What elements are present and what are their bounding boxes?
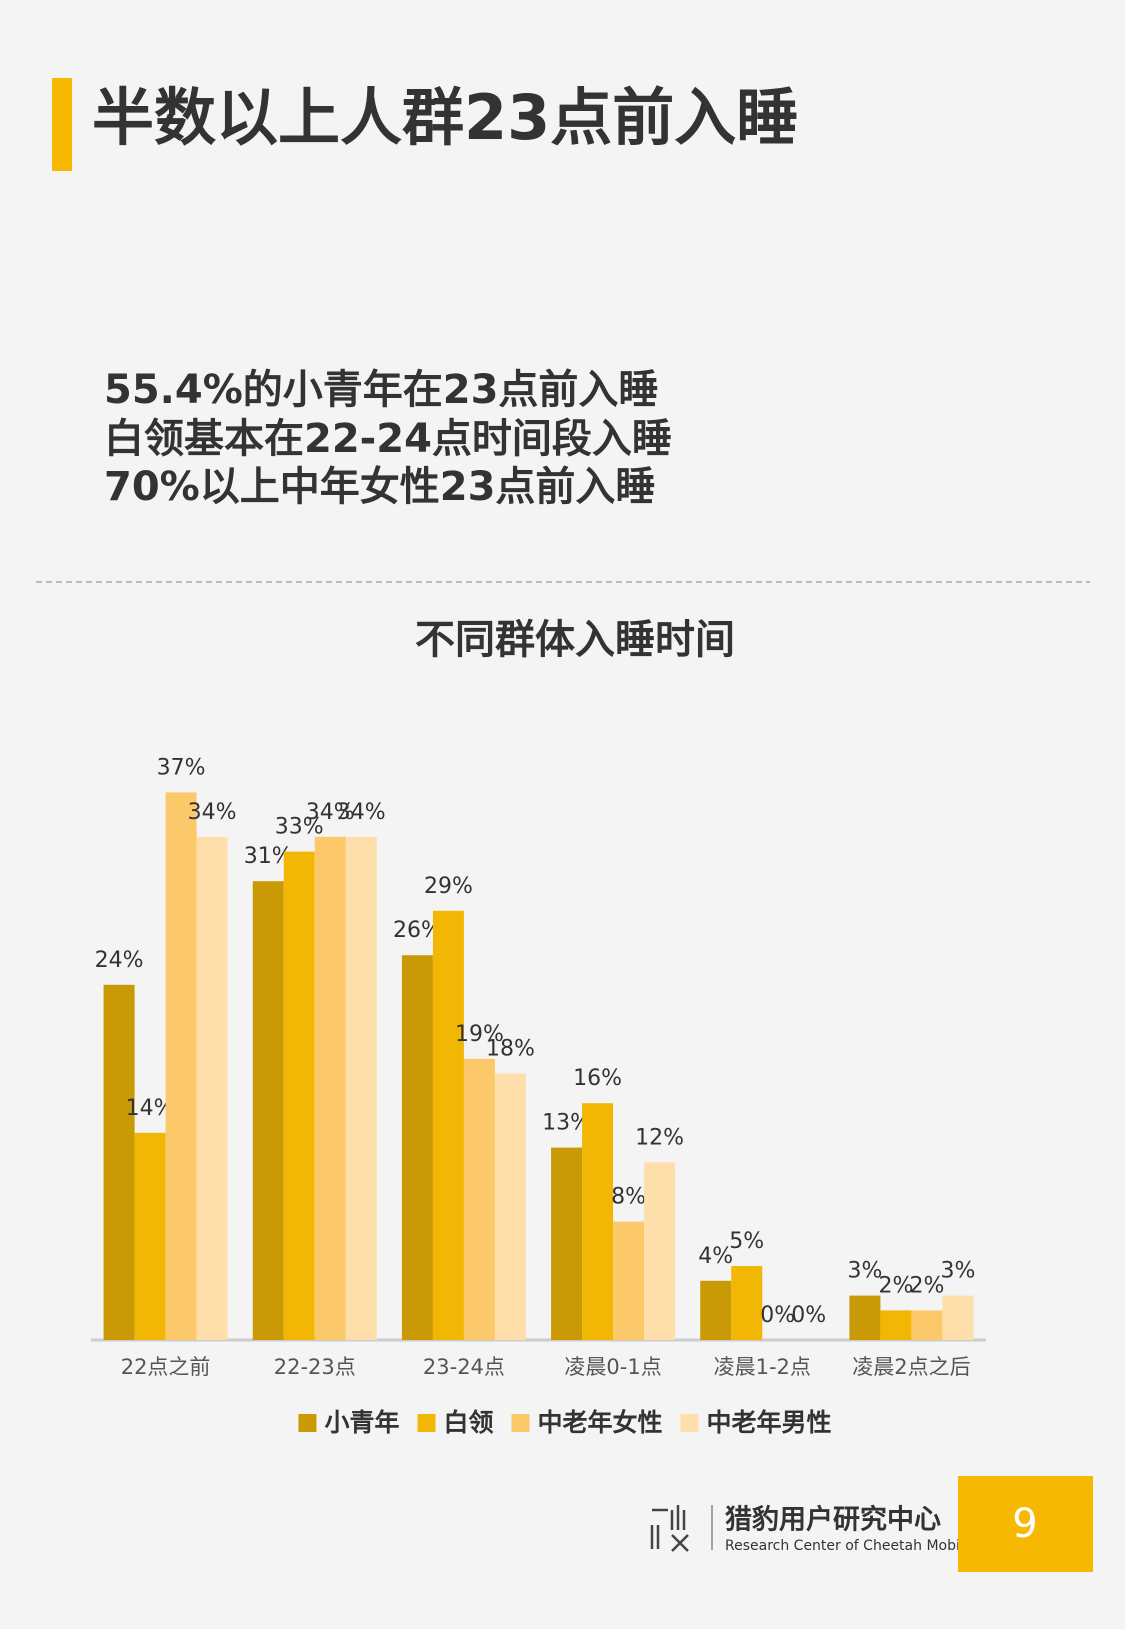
data-label: 29% [424,874,473,899]
bar [494,1073,526,1340]
data-label: 34% [188,800,237,825]
bar [432,910,464,1340]
data-label: 2% [878,1273,913,1298]
bar [103,984,135,1340]
bar [401,955,433,1340]
x-tick-label: 凌晨2点之后 [852,1355,970,1379]
bar [134,1132,166,1340]
data-label: 8% [611,1185,646,1210]
page-number-box [958,1476,1093,1572]
data-label: 34% [337,800,386,825]
bar [165,792,197,1340]
legend-label: 中老年女性 [538,1408,663,1437]
data-label: 12% [635,1125,684,1150]
data-label: 24% [95,948,144,973]
bar [849,1295,881,1340]
bar [551,1147,583,1340]
data-label: 16% [573,1066,622,1091]
bar [731,1266,763,1340]
bar [613,1221,645,1340]
bar [880,1310,912,1340]
legend-swatch [680,1414,699,1432]
summary-line: 白领基本在22-24点时间段入睡 [104,416,672,462]
bar [252,881,284,1340]
bar [196,836,228,1340]
data-label: 0% [760,1303,795,1328]
legend-swatch [417,1414,436,1432]
logo-icon [650,1505,689,1552]
x-tick-label: 22点之前 [121,1355,211,1379]
data-label: 37% [157,755,206,780]
x-tick-label: 22-23点 [274,1355,356,1379]
data-label: 4% [698,1244,733,1269]
data-label: 0% [791,1303,826,1328]
data-label: 3% [847,1259,882,1284]
summary-line: 70%以上中年女性23点前入睡 [104,464,655,510]
legend-swatch [511,1414,530,1432]
brand-en: Research Center of Cheetah Mobile [725,1538,972,1554]
bar [911,1310,943,1340]
bar [644,1162,676,1340]
bar [463,1058,495,1340]
bar [314,836,346,1340]
data-label: 5% [729,1229,764,1254]
chart-title: 不同群体入睡时间 [415,617,735,663]
footer: 猎豹用户研究中心 Research Center of Cheetah Mobi… [650,1476,1093,1572]
data-label: 19% [455,1022,504,1047]
data-label: 3% [940,1259,975,1284]
x-tick-label: 23-24点 [423,1355,505,1379]
data-label: 34% [306,800,355,825]
bar [582,1103,614,1340]
brand: 猎豹用户研究中心 [725,1504,941,1536]
legend: 小青年 白领 中老年女性 中老年男性 [298,1408,832,1437]
legend-swatch [298,1414,317,1432]
data-label: 2% [909,1273,944,1298]
data-label: 18% [486,1037,535,1062]
legend-label: 中老年男性 [707,1408,832,1437]
title-accent [52,78,72,171]
legend-label: 白领 [443,1408,493,1437]
bar [700,1280,732,1340]
bar [942,1295,974,1340]
summary-line: 55.4%的小青年在23点前入睡 [104,367,658,413]
bar [345,836,377,1340]
page-number: 9 [1012,1501,1037,1547]
bar [283,851,315,1340]
legend-label: 小青年 [324,1408,399,1437]
x-tick-label: 凌晨0-1点 [564,1355,661,1379]
x-tick-label: 凌晨1-2点 [714,1355,811,1379]
data-label: 33% [275,815,324,840]
page-title: 半数以上人群23点前入睡 [92,81,798,154]
